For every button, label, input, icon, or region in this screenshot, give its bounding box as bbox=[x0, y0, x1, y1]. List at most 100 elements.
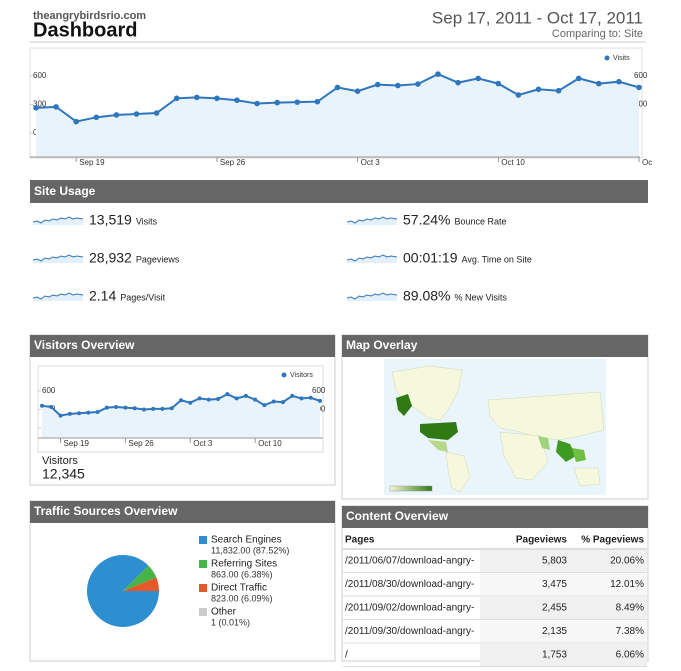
legend-name: Referring Sites bbox=[211, 559, 277, 570]
point bbox=[262, 403, 267, 408]
point bbox=[216, 397, 221, 402]
section-header bbox=[30, 501, 335, 523]
point bbox=[93, 114, 100, 121]
point bbox=[290, 393, 295, 398]
metric-label: Pages/Visit bbox=[120, 292, 165, 302]
point bbox=[354, 88, 361, 94]
metric-label: Bounce Rate bbox=[454, 216, 506, 226]
point bbox=[225, 392, 230, 397]
section-header bbox=[30, 180, 648, 203]
cell: /2011/09/30/download-angry- bbox=[345, 626, 474, 637]
point bbox=[197, 396, 202, 401]
point bbox=[95, 409, 100, 414]
point bbox=[173, 95, 180, 102]
x-tick-label: Oct 10 bbox=[501, 158, 525, 167]
point bbox=[53, 104, 59, 110]
row-bg bbox=[480, 620, 647, 643]
point bbox=[153, 110, 160, 116]
cell: 2,455 bbox=[542, 603, 567, 614]
legend-swatch bbox=[604, 55, 610, 61]
land bbox=[556, 440, 576, 462]
x-tick-label: Oct 3 bbox=[193, 439, 213, 448]
point bbox=[374, 81, 381, 88]
legend-label: Visitors bbox=[290, 372, 313, 379]
column-header: Pageviews bbox=[516, 535, 568, 546]
point bbox=[160, 406, 165, 411]
visitors-label: Visitors bbox=[42, 455, 78, 467]
point bbox=[495, 80, 502, 87]
legend-detail: 11,832.00 (87.52%) bbox=[211, 545, 289, 555]
point bbox=[308, 395, 313, 400]
land bbox=[573, 467, 601, 487]
x-tick-label: Oc bbox=[642, 158, 652, 167]
legend-name: Other bbox=[211, 607, 237, 618]
point bbox=[636, 84, 642, 91]
point bbox=[314, 98, 321, 105]
sparkline bbox=[347, 254, 397, 263]
row-bg bbox=[480, 644, 647, 666]
cell: 12.01% bbox=[610, 579, 644, 590]
cell: 3,475 bbox=[542, 579, 567, 590]
legend-detail: 823.00 (6.09%) bbox=[211, 593, 273, 603]
point bbox=[77, 411, 82, 416]
point bbox=[415, 81, 421, 87]
section-header bbox=[30, 335, 335, 357]
point bbox=[243, 393, 248, 398]
section-header bbox=[342, 335, 648, 357]
sparkline bbox=[33, 254, 83, 263]
point bbox=[113, 112, 120, 118]
point bbox=[475, 75, 482, 82]
metric-value: 57.24% bbox=[403, 212, 450, 228]
metric-value: 2.14 bbox=[89, 288, 116, 304]
world-map bbox=[384, 359, 606, 495]
cell: /2011/09/02/download-angry- bbox=[345, 603, 474, 614]
y-tick-label: 0 bbox=[33, 128, 38, 137]
point bbox=[395, 82, 401, 89]
legend-swatch bbox=[199, 560, 207, 568]
alaska bbox=[396, 394, 412, 416]
sparkline bbox=[33, 292, 83, 301]
point bbox=[188, 400, 193, 405]
point bbox=[151, 406, 156, 411]
legend-swatch bbox=[199, 608, 207, 616]
area bbox=[36, 74, 639, 157]
point bbox=[114, 405, 119, 410]
section-title: Traffic Sources Overview bbox=[34, 504, 178, 518]
page-title: Dashboard bbox=[33, 19, 137, 41]
legend-detail: 863.00 (6.38%) bbox=[211, 569, 273, 579]
point bbox=[33, 105, 39, 111]
metric-value: 28,932 bbox=[89, 250, 132, 266]
pie-slice bbox=[123, 577, 159, 591]
y-tick-label: 600 bbox=[634, 71, 648, 80]
date-range: Sep 17, 2011 - Oct 17, 2011 bbox=[432, 8, 643, 27]
area bbox=[42, 394, 320, 438]
x-tick-label: Sep 19 bbox=[79, 158, 105, 167]
point bbox=[73, 118, 79, 125]
cell: 5,803 bbox=[542, 556, 567, 567]
cell: /2011/08/30/download-angry- bbox=[345, 579, 474, 590]
land bbox=[499, 431, 549, 481]
legend-detail: 1 (0.01%) bbox=[211, 617, 250, 627]
point bbox=[334, 84, 341, 91]
point bbox=[435, 71, 441, 77]
content-table: Pages Pageviews % Pageviews/2011/06/07/dow… bbox=[343, 535, 647, 667]
cell: 1,753 bbox=[542, 650, 567, 661]
row-bg bbox=[480, 597, 647, 619]
land bbox=[487, 391, 605, 441]
point bbox=[49, 405, 54, 410]
point bbox=[169, 406, 174, 411]
x-tick-label: Sep 19 bbox=[64, 439, 90, 448]
panel bbox=[29, 500, 336, 662]
point bbox=[58, 413, 63, 418]
point bbox=[179, 398, 183, 403]
point bbox=[234, 97, 240, 104]
land bbox=[538, 436, 550, 450]
point bbox=[253, 397, 258, 402]
main-chart-frame bbox=[29, 47, 643, 159]
cell: 6.06% bbox=[616, 650, 644, 661]
x-tick-label: Sep 26 bbox=[128, 439, 154, 448]
cell: /2011/06/07/download-angry- bbox=[345, 556, 474, 567]
metric-value: 00:01:19 bbox=[403, 250, 458, 266]
